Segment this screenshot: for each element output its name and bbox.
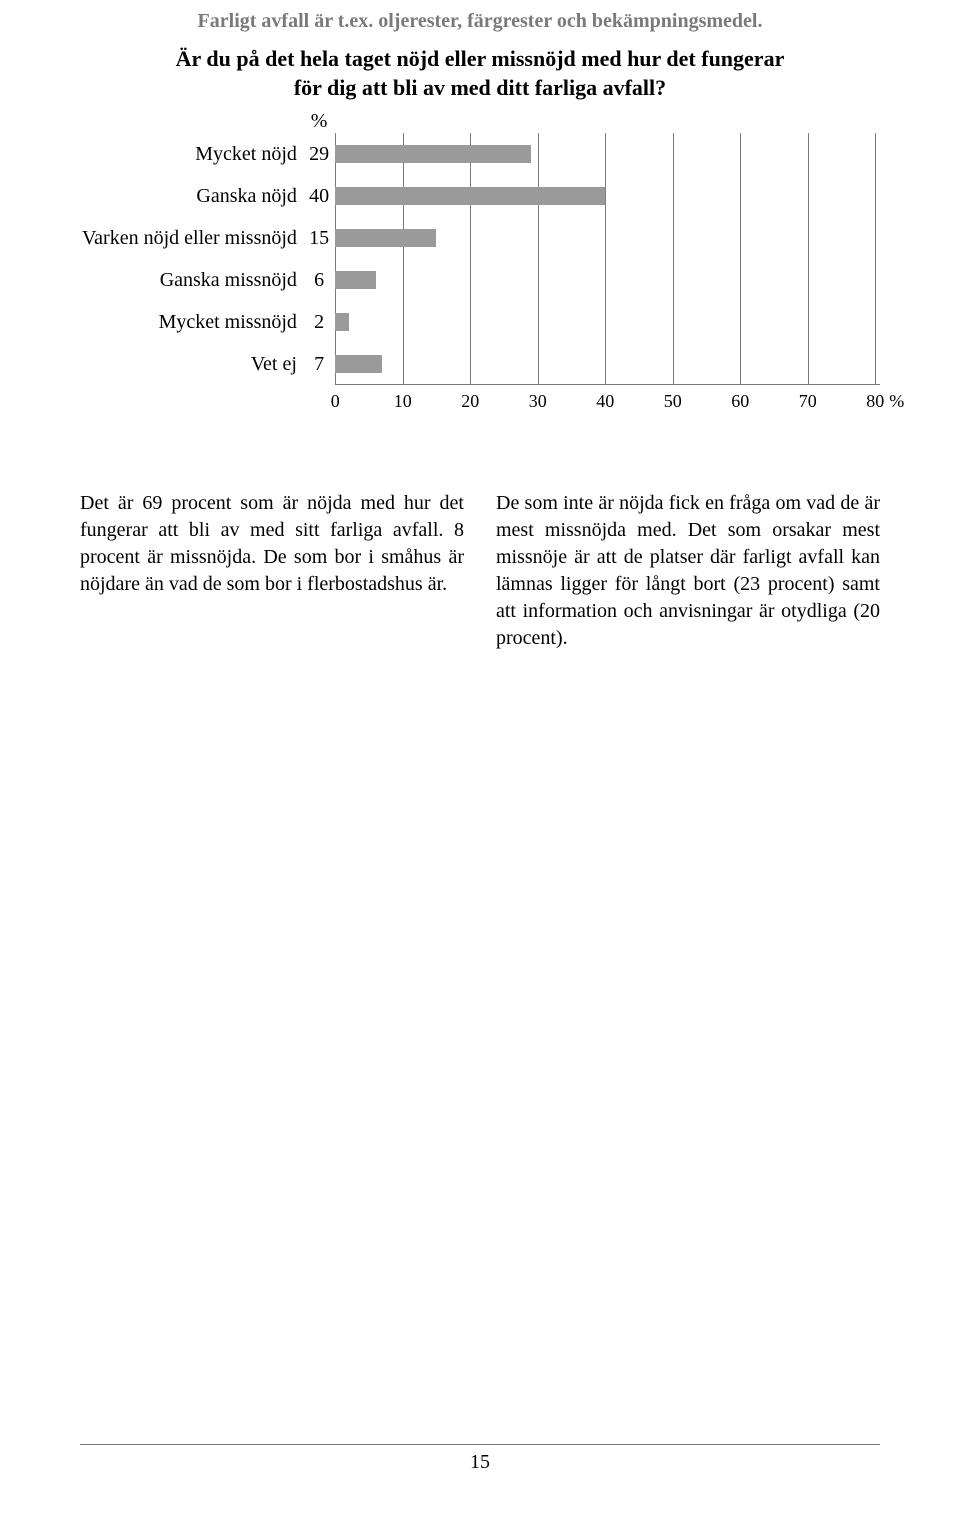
question-line-1: Är du på det hela taget nöjd eller missn… [176, 46, 785, 71]
chart-value-label: 6 [303, 259, 335, 301]
chart-value-label: 29 [303, 133, 335, 175]
chart-bar [335, 229, 436, 247]
chart-value-label: 7 [303, 343, 335, 385]
page-number: 15 [80, 1451, 880, 1474]
chart-tick-label: 70 [799, 391, 817, 412]
chart-tick-label: 30 [529, 391, 547, 412]
chart-bar [335, 271, 376, 289]
chart-value-label: 15 [303, 217, 335, 259]
satisfaction-bar-chart: % Mycket nöjd 29 Ganska nöjd 40 [80, 110, 880, 450]
chart-tick-label: 60 [731, 391, 749, 412]
chart-category-label: Varken nöjd eller missnöjd [80, 217, 303, 259]
chart-tick-label: 0 [331, 391, 340, 412]
chart-category-label: Vet ej [80, 343, 303, 385]
chart-category-label: Ganska missnöjd [80, 259, 303, 301]
chart-tick-label: 50 [664, 391, 682, 412]
chart-plot-area [335, 133, 880, 385]
chart-bar [335, 355, 382, 373]
chart-tick-label: 10 [394, 391, 412, 412]
page-subtitle: Farligt avfall är t.ex. oljerester, färg… [80, 10, 880, 33]
chart-tick-label: 80 [866, 391, 884, 412]
chart-bar [335, 313, 349, 331]
body-text-left: Det är 69 procent som är nöjda med hur d… [80, 490, 464, 652]
chart-x-ticks: 01020304050607080% [335, 391, 880, 417]
chart-tick-label: 20 [461, 391, 479, 412]
chart-x-unit: % [889, 391, 904, 412]
footer-rule [80, 1444, 880, 1445]
body-text-right: De som inte är nöjda fick en fråga om va… [496, 490, 880, 652]
chart-value-label: 2 [303, 301, 335, 343]
chart-bar [335, 187, 605, 205]
chart-bar [335, 145, 531, 163]
chart-category-label: Mycket nöjd [80, 133, 303, 175]
question-text: Är du på det hela taget nöjd eller missn… [100, 45, 860, 102]
question-line-2: för dig att bli av med ditt farliga avfa… [294, 75, 666, 100]
chart-value-label: 40 [303, 175, 335, 217]
chart-tick-label: 40 [596, 391, 614, 412]
chart-category-label: Mycket missnöjd [80, 301, 303, 343]
percent-header: % [303, 110, 335, 133]
chart-category-label: Ganska nöjd [80, 175, 303, 217]
